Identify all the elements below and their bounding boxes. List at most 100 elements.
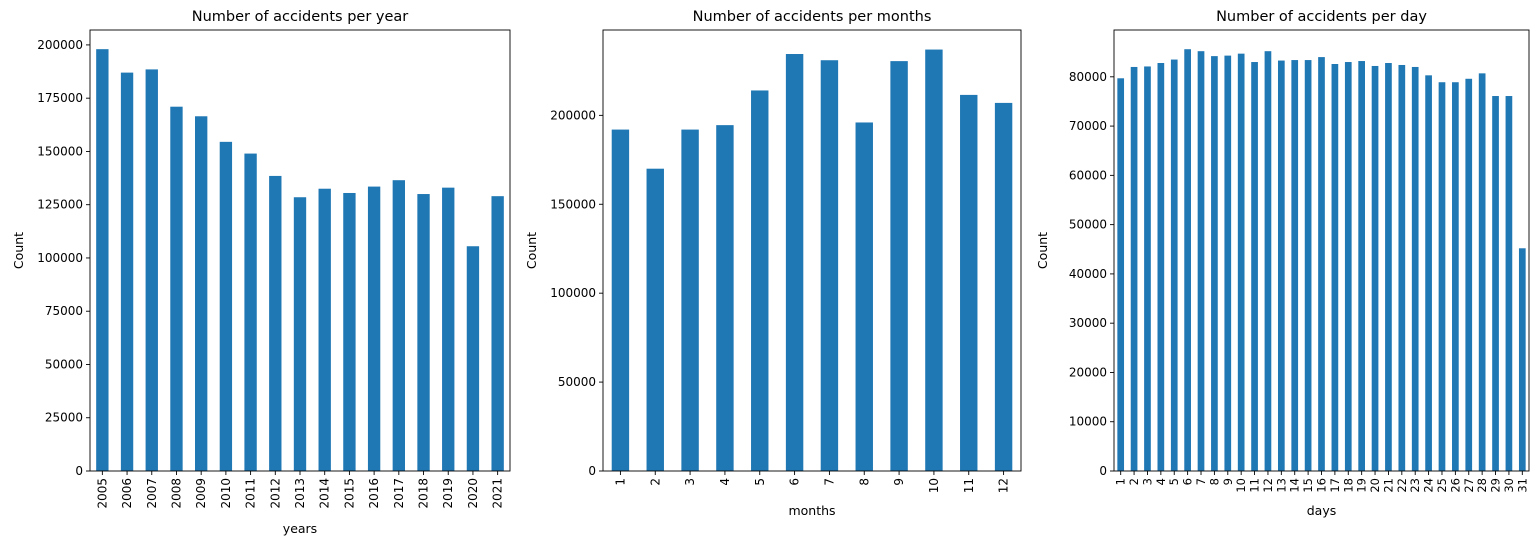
bar-2020 (466, 246, 480, 471)
x-axis-label: days (1307, 503, 1337, 518)
x-tick-label: 21 (1381, 478, 1395, 493)
y-tick-label: 60000 (1069, 168, 1107, 182)
y-axis-label: Count (524, 232, 539, 269)
x-tick-label: 19 (1355, 478, 1369, 493)
bar-10 (1237, 53, 1245, 472)
x-axis-label: months (788, 503, 835, 518)
x-tick-label: 6 (788, 478, 802, 486)
x-tick-label: 9 (892, 478, 906, 486)
x-tick-label: 2006 (120, 478, 134, 509)
bar-2007 (145, 69, 158, 471)
bar-2010 (219, 141, 233, 471)
bar-1 (611, 129, 630, 471)
y-tick-label: 75000 (45, 304, 83, 318)
x-tick-label: 2012 (268, 478, 282, 509)
y-tick-label: 100000 (37, 251, 83, 265)
x-tick-label: 2014 (318, 478, 332, 509)
y-tick-label: 25000 (45, 411, 83, 425)
bar-2014 (318, 188, 331, 471)
bar-10 (925, 49, 943, 472)
bar-5 (1170, 59, 1178, 472)
bar-2018 (417, 194, 430, 472)
bar-11 (1251, 62, 1258, 471)
axes-frame (602, 29, 1022, 472)
bar-2017 (392, 180, 405, 471)
y-tick-label: 80000 (1069, 70, 1107, 84)
bar-30 (1505, 96, 1513, 471)
x-tick-label: 8 (1207, 478, 1221, 485)
bar-22 (1398, 64, 1406, 471)
bar-26 (1452, 82, 1459, 471)
x-tick-label: 5 (1167, 478, 1181, 485)
x-tick-label: 7 (822, 478, 836, 486)
x-tick-label: 2015 (342, 478, 356, 509)
y-tick-label: 30000 (1069, 316, 1107, 330)
bar-2006 (120, 72, 134, 472)
x-tick-label: 2005 (95, 478, 109, 509)
x-tick-label: 14 (1288, 478, 1302, 493)
x-tick-label: 2019 (441, 478, 455, 509)
x-tick-label: 10 (1234, 478, 1248, 493)
bar-29 (1492, 96, 1499, 471)
x-tick-label: 5 (753, 478, 767, 486)
x-tick-label: 10 (927, 478, 941, 493)
x-tick-label: 2 (648, 478, 662, 486)
x-tick-label: 2 (1127, 478, 1141, 485)
chart-title: Number of accidents per months (693, 9, 932, 25)
x-tick-label: 20 (1368, 478, 1382, 493)
bar-8 (855, 122, 873, 471)
x-tick-label: 2021 (491, 478, 505, 509)
y-axis-label: Count (1035, 232, 1050, 269)
bar-4 (716, 125, 734, 471)
bar-4 (1157, 63, 1165, 471)
x-tick-label: 31 (1515, 478, 1529, 493)
x-tick-label: 29 (1489, 478, 1503, 493)
x-tick-label: 11 (962, 478, 976, 493)
x-tick-label: 13 (1274, 478, 1288, 493)
x-tick-label: 12 (997, 478, 1011, 493)
x-tick-label: 1 (1114, 478, 1128, 485)
bar-11 (960, 94, 978, 471)
bar-25 (1438, 82, 1446, 471)
bar-2 (646, 168, 664, 471)
y-tick-label: 200000 (550, 108, 596, 122)
bar-7 (820, 60, 839, 471)
y-tick-label: 175000 (37, 91, 83, 105)
y-axis-label: Count (11, 232, 26, 269)
x-tick-label: 2011 (244, 478, 258, 509)
x-tick-label: 2009 (194, 478, 208, 509)
bar-2009 (195, 116, 208, 471)
y-tick-label: 150000 (37, 144, 83, 158)
y-tick-label: 0 (1099, 464, 1107, 478)
x-tick-label: 3 (1140, 478, 1154, 485)
bar-28 (1478, 73, 1486, 472)
bar-20 (1371, 65, 1379, 471)
x-tick-label: 2020 (466, 478, 480, 509)
x-tick-label: 12 (1261, 478, 1275, 493)
bar-2 (1130, 66, 1138, 472)
x-tick-label: 30 (1502, 478, 1516, 493)
bar-7 (1197, 51, 1205, 471)
y-tick-label: 200000 (37, 38, 83, 52)
bar-2008 (170, 106, 183, 471)
bar-8 (1211, 56, 1218, 472)
bar-9 (890, 61, 908, 472)
bar-3 (1144, 66, 1151, 472)
bar-9 (1224, 55, 1232, 472)
x-tick-label: 9 (1221, 478, 1235, 485)
bar-3 (681, 129, 699, 471)
chart-title: Number of accidents per year (192, 9, 409, 25)
bar-31 (1518, 248, 1526, 471)
x-tick-label: 17 (1328, 478, 1342, 493)
y-tick-label: 50000 (558, 375, 596, 389)
x-tick-label: 25 (1435, 478, 1449, 493)
bar-6 (785, 54, 804, 471)
x-tick-label: 2010 (219, 478, 233, 509)
y-tick-label: 70000 (1069, 119, 1107, 133)
y-tick-label: 100000 (550, 286, 596, 300)
x-tick-label: 4 (718, 478, 732, 486)
bar-21 (1385, 63, 1392, 471)
x-tick-label: 18 (1341, 478, 1355, 493)
